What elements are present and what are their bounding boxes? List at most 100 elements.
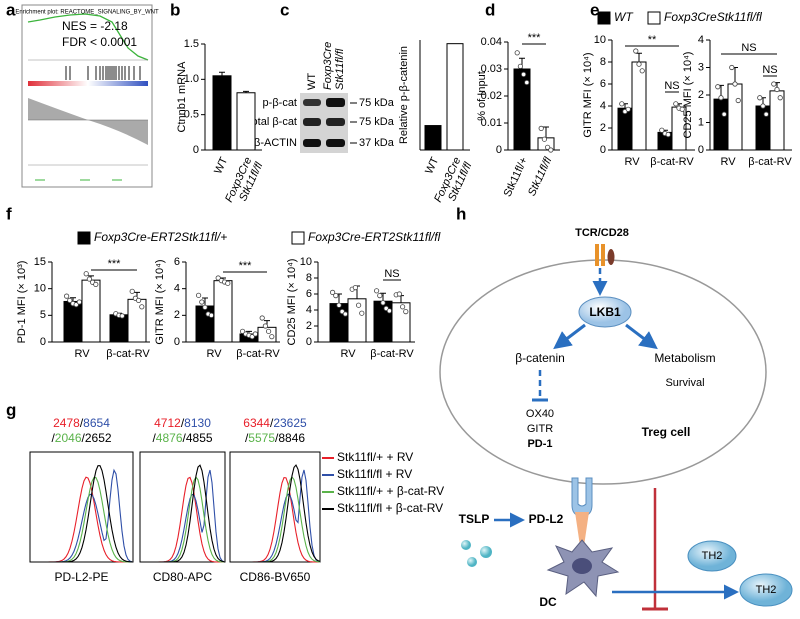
mfi-value: 2046	[55, 431, 82, 445]
error-bar	[70, 297, 76, 302]
x-tick-label: β-cat-RV	[236, 348, 280, 360]
coreceptor	[607, 249, 615, 265]
data-point	[524, 79, 530, 86]
mfi-values: /5575/8846	[245, 431, 305, 445]
nucleus	[572, 558, 592, 574]
data-point	[777, 95, 783, 101]
data-point	[333, 292, 339, 299]
data-point	[355, 302, 362, 308]
y-tick-label: 0	[306, 336, 312, 348]
x-tick-label: RV	[340, 348, 356, 360]
y-tick-label: 15	[34, 256, 46, 268]
marker-label: 37 kDa	[359, 137, 395, 149]
y-tick-label: 0	[698, 144, 704, 156]
y-tick-label: 6	[306, 288, 312, 300]
y-tick-label: 0.03	[481, 63, 502, 75]
mfi-value: 8654	[83, 416, 110, 430]
data-point	[139, 304, 145, 310]
band	[326, 118, 345, 126]
hit-barcode	[65, 66, 141, 80]
data-point	[240, 328, 246, 334]
y-tick-label: 1.0	[184, 73, 199, 85]
th2-label: TH2	[756, 584, 777, 596]
data-point	[265, 328, 272, 334]
y-tick-label: 2	[174, 309, 180, 321]
bar	[81, 279, 101, 343]
data-point	[67, 297, 73, 303]
bar	[63, 300, 83, 343]
y-axis-label: CD25 MFI (× 10⁴)	[682, 52, 694, 139]
y-tick-label: 2	[600, 122, 606, 134]
y-tick-label: 10	[34, 283, 46, 295]
y-tick-label: 4	[600, 100, 606, 112]
x-tick-label: RV	[720, 156, 736, 168]
data-point	[249, 334, 255, 340]
data-point	[735, 97, 741, 104]
error-bar	[543, 126, 549, 138]
lane-label: WT	[306, 73, 318, 90]
panel-label: b	[170, 0, 180, 19]
y-tick-label: 1	[698, 116, 704, 128]
tslp	[467, 557, 477, 567]
th2-cell	[739, 573, 793, 607]
fdr: FDR < 0.0001	[62, 35, 137, 49]
legend-label: Foxp3Cre-ERT2Stk11fl/+	[94, 230, 227, 244]
panel-label: g	[6, 400, 16, 419]
legend-label: Foxp3CreStk11fl/fl	[664, 10, 762, 24]
y-tick-label: 0.04	[481, 36, 502, 48]
bar	[713, 98, 729, 151]
y-tick-label: 5	[40, 309, 46, 321]
data-point	[259, 315, 265, 321]
receptor	[595, 244, 599, 266]
x-tick-label: WT	[212, 155, 230, 176]
significance-label: NS	[384, 268, 399, 280]
legend-label: Foxp3Cre-ERT2Stk11fl/fl	[308, 230, 441, 244]
blot-row-label: β-ACTIN	[254, 137, 297, 149]
mfi-value: /	[245, 431, 249, 445]
y-axis-label: GITR MFI (× 10⁴)	[582, 52, 594, 137]
data-point	[83, 271, 89, 277]
data-point	[665, 132, 671, 138]
data-point	[93, 281, 99, 287]
ligand-label: PD-L2	[529, 512, 564, 526]
y-tick-label: 0	[174, 336, 180, 348]
histogram-axis-label: CD80-APC	[153, 570, 213, 584]
histogram-curve	[230, 464, 321, 563]
data-point	[721, 111, 727, 117]
data-point	[269, 334, 275, 340]
mfi-value: 5575	[248, 431, 275, 445]
enrichment-curve	[27, 13, 149, 61]
marker-label: 75 kDa	[359, 116, 395, 128]
target-label: PD-1	[527, 438, 552, 450]
mfi-value: /	[275, 431, 279, 445]
text-line: Stk11fl/fl	[334, 48, 346, 90]
data-point	[774, 86, 780, 93]
y-tick-label: 0	[193, 144, 199, 156]
arrow	[625, 323, 658, 350]
data-point	[373, 288, 380, 294]
rank-band	[28, 81, 148, 86]
legend-label: Stk11fl/fl + β-cat-RV	[337, 501, 443, 515]
y-tick-label: 6	[600, 78, 606, 90]
panel-label: c	[280, 0, 289, 19]
y-tick-label: 8	[600, 56, 606, 68]
data-point	[763, 111, 769, 117]
histogram-frame	[139, 451, 226, 563]
tslp	[461, 540, 471, 550]
y-tick-label: 10	[300, 256, 312, 268]
histogram-frame	[229, 451, 321, 563]
mfi-value: 2478	[53, 416, 80, 430]
histogram-curve	[140, 475, 225, 563]
data-point	[679, 106, 685, 112]
data-point	[514, 50, 520, 56]
mfi-value: 6344	[243, 416, 270, 430]
legend-swatch	[291, 231, 305, 245]
significance-label: NS	[762, 64, 777, 76]
error-bar	[219, 71, 225, 76]
data-point	[86, 276, 93, 282]
data-point	[136, 297, 142, 303]
bar	[236, 92, 256, 151]
data-point	[202, 304, 208, 310]
data-point	[386, 308, 392, 314]
